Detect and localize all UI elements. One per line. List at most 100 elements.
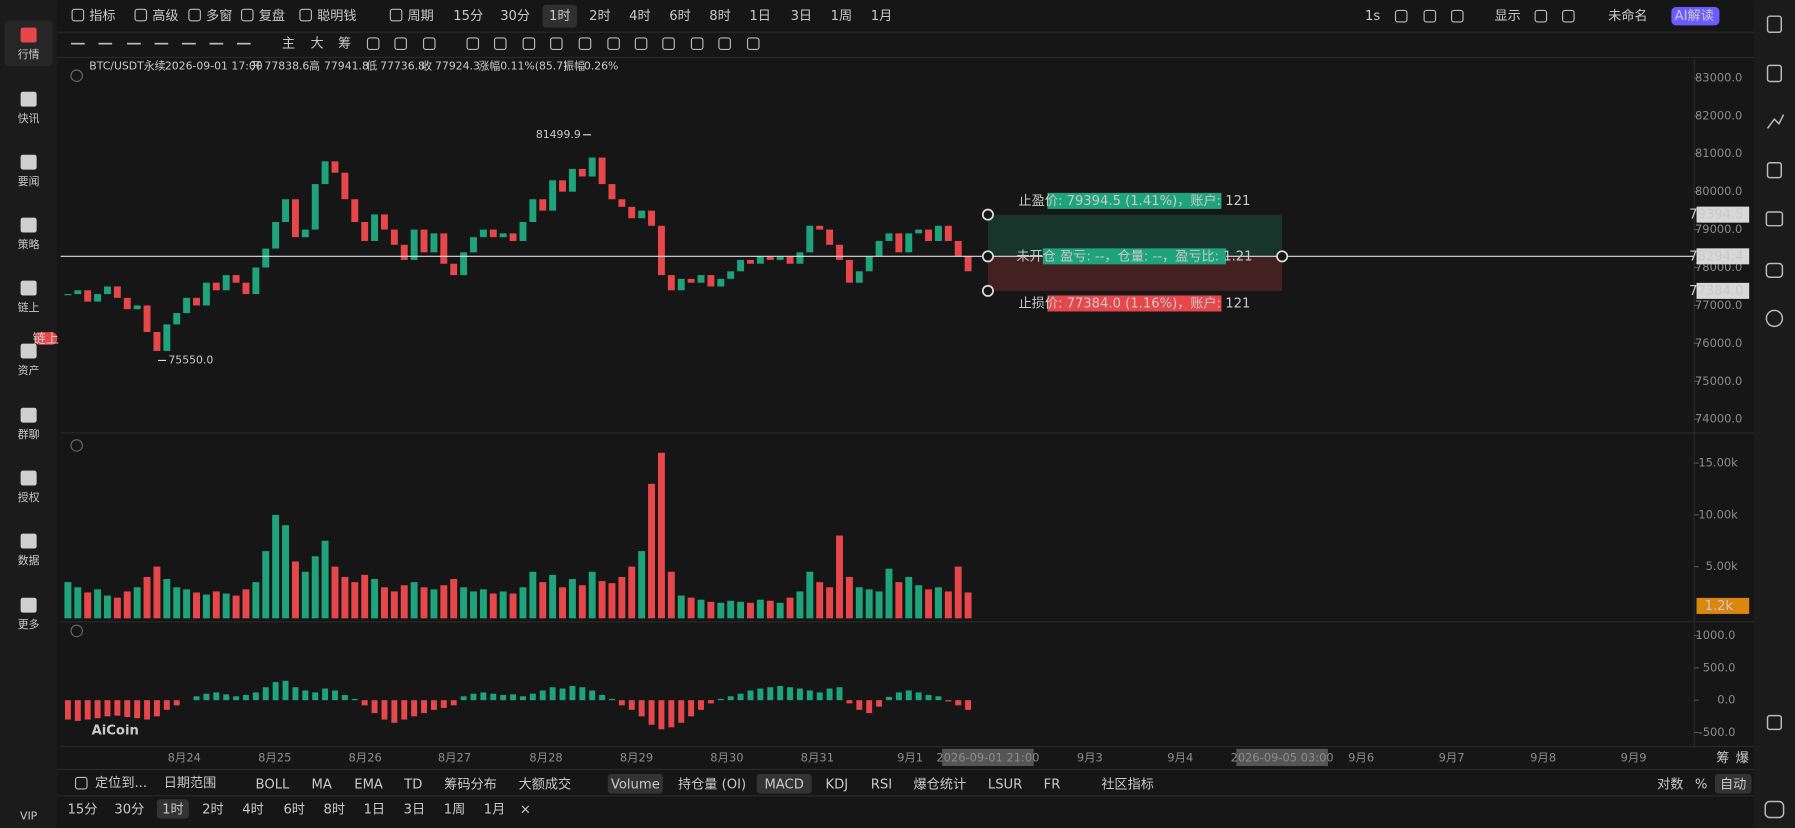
- sidebar-icon[interactable]: [20, 91, 37, 107]
- top-right-button[interactable]: AI解读: [1675, 8, 1714, 24]
- tool-button[interactable]: 周期: [408, 8, 434, 24]
- indicator-tab[interactable]: 社区指标: [1101, 776, 1154, 792]
- indicator-tab[interactable]: 筹码分布: [444, 775, 497, 792]
- toolbar-icon[interactable]: [1394, 9, 1408, 23]
- indicator-tab[interactable]: RSI: [871, 777, 892, 792]
- draw-tool-icon[interactable]: [422, 37, 436, 50]
- icon[interactable]: [1766, 714, 1783, 731]
- indicator-tab[interactable]: BOLL: [256, 777, 290, 792]
- tool-icon[interactable]: [188, 8, 201, 22]
- tool-icon[interactable]: [240, 8, 254, 22]
- tool-icon[interactable]: [134, 8, 148, 22]
- draw-tool-icon[interactable]: [493, 37, 507, 50]
- draw-tool-icon[interactable]: [578, 37, 592, 50]
- sidebar-item[interactable]: 行情: [18, 48, 40, 61]
- tool-icon[interactable]: [389, 8, 403, 22]
- bottom-interval[interactable]: ×: [520, 803, 531, 818]
- tool-button[interactable]: 多窗: [206, 7, 232, 24]
- icon[interactable]: [1766, 15, 1783, 33]
- sidebar-icon[interactable]: [20, 27, 37, 43]
- interval-button[interactable]: 1时: [549, 8, 571, 24]
- pane-settings[interactable]: [70, 624, 83, 638]
- tool-icon[interactable]: [71, 8, 85, 22]
- draw-tool-icon[interactable]: [662, 37, 675, 50]
- position-handle[interactable]: [981, 284, 994, 297]
- top-right-button[interactable]: 1s: [1365, 9, 1380, 24]
- bottom-interval[interactable]: 1日: [364, 803, 386, 818]
- sidebar-item[interactable]: 数据: [18, 553, 40, 567]
- sidebar-item[interactable]: 群聊: [18, 427, 40, 441]
- sidebar-icon[interactable]: [20, 533, 37, 549]
- axis-corner[interactable]: 筹: [1716, 749, 1729, 766]
- interval-button[interactable]: 3日: [791, 9, 813, 24]
- pane-settings[interactable]: [70, 439, 83, 452]
- icon[interactable]: [1764, 800, 1785, 819]
- interval-button[interactable]: 6时: [669, 8, 691, 24]
- position-handle[interactable]: [981, 208, 994, 221]
- indicator-tab[interactable]: 爆仓统计: [914, 776, 967, 792]
- sidebar-item[interactable]: 链上: [18, 300, 40, 314]
- draw-tool-icon[interactable]: [550, 37, 563, 50]
- bottom-interval[interactable]: 3日: [404, 803, 426, 818]
- interval-button[interactable]: 8时: [709, 8, 731, 24]
- indicator-tab[interactable]: FR: [1044, 777, 1061, 792]
- bottom-interval[interactable]: 30分: [114, 802, 144, 818]
- sidebar-icon[interactable]: [20, 343, 37, 359]
- bottom-button[interactable]: 定位到...: [95, 775, 147, 791]
- sidebar-icon[interactable]: [20, 407, 37, 423]
- indicator-tab[interactable]: MACD: [764, 777, 803, 792]
- sidebar-icon[interactable]: [20, 597, 37, 613]
- interval-button[interactable]: 4时: [629, 8, 651, 24]
- top-right-button[interactable]: 未命名: [1608, 7, 1647, 24]
- bottom-interval[interactable]: 8时: [324, 802, 346, 818]
- sidebar-item[interactable]: 资产: [18, 363, 40, 377]
- tool-icon[interactable]: [299, 8, 312, 22]
- draw-tool-icon[interactable]: [634, 37, 648, 50]
- tool-button[interactable]: 指标: [89, 8, 115, 24]
- interval-button[interactable]: 1周: [831, 9, 853, 24]
- draw-tool-icon[interactable]: [394, 37, 407, 50]
- toolbar-icon[interactable]: [1562, 9, 1575, 23]
- bottom-button[interactable]: 日期范围: [164, 775, 217, 791]
- indicator-tab[interactable]: MA: [312, 777, 332, 792]
- position-handle[interactable]: [1276, 250, 1289, 263]
- icon[interactable]: [1765, 309, 1784, 328]
- indicator-tab[interactable]: Volume: [611, 777, 660, 792]
- tool-button[interactable]: 高级: [152, 7, 178, 24]
- icon[interactable]: [1765, 262, 1784, 278]
- draw-tool-icon[interactable]: [690, 37, 704, 50]
- bottom-button-icon[interactable]: [74, 776, 88, 790]
- bottom-interval[interactable]: 2时: [202, 802, 224, 818]
- icon[interactable]: [1765, 211, 1784, 227]
- indicator-tab[interactable]: EMA: [354, 777, 383, 792]
- bottom-interval[interactable]: 1时: [162, 802, 184, 818]
- draw-tool-icon[interactable]: [366, 37, 380, 50]
- sidebar-item[interactable]: 授权: [18, 490, 40, 504]
- scale-mode[interactable]: 自动: [1720, 776, 1746, 792]
- draw-tool-icon[interactable]: [746, 37, 760, 50]
- vip-label[interactable]: VIP: [20, 809, 38, 822]
- top-right-button[interactable]: 显示: [1495, 9, 1521, 24]
- interval-button[interactable]: 1月: [871, 9, 893, 24]
- sidebar-icon[interactable]: [20, 280, 37, 296]
- pane-settings[interactable]: [70, 69, 83, 83]
- bottom-interval[interactable]: 15分: [67, 802, 97, 818]
- scale-mode[interactable]: %: [1695, 777, 1708, 792]
- scale-mode[interactable]: 对数: [1657, 776, 1683, 792]
- icon[interactable]: [1766, 64, 1783, 83]
- icon[interactable]: [1766, 114, 1785, 129]
- toolbar-icon[interactable]: [1423, 9, 1437, 23]
- indicator-shortcut[interactable]: 大: [311, 36, 324, 52]
- indicator-tab[interactable]: LSUR: [988, 777, 1022, 792]
- bottom-interval[interactable]: 1周: [444, 803, 466, 818]
- position-handle[interactable]: [981, 250, 994, 263]
- sidebar-item[interactable]: 更多: [18, 617, 40, 631]
- toolbar-icon[interactable]: [1450, 9, 1464, 23]
- bottom-interval[interactable]: 4时: [242, 802, 264, 818]
- bottom-interval[interactable]: 6时: [283, 802, 305, 818]
- tool-button[interactable]: 聪明钱: [317, 8, 356, 24]
- draw-tool-icon[interactable]: [522, 37, 536, 50]
- interval-button[interactable]: 1日: [749, 9, 771, 24]
- tool-button[interactable]: 复盘: [259, 7, 285, 24]
- sidebar-item[interactable]: 要闻: [18, 174, 40, 188]
